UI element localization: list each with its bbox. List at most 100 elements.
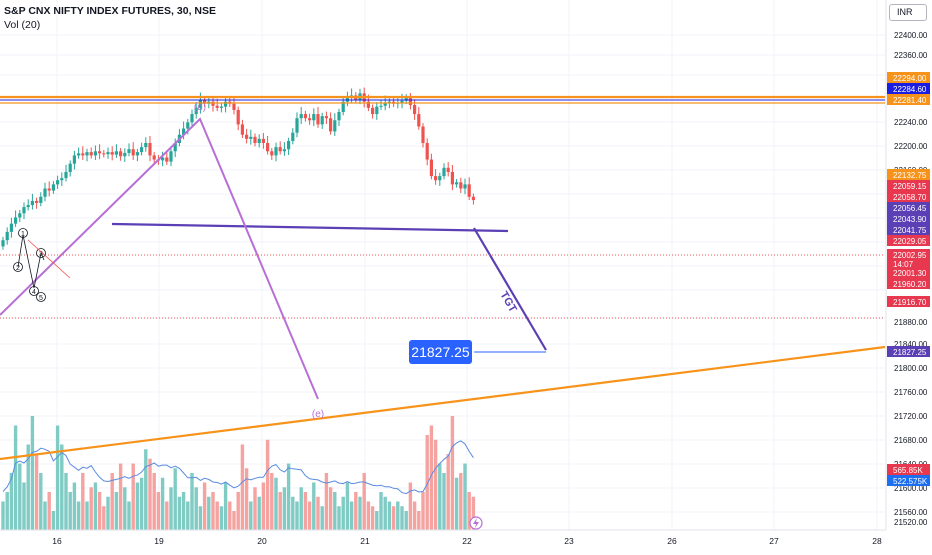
candle-body	[366, 101, 370, 108]
volume-bar	[370, 506, 375, 530]
volume-bar	[114, 492, 119, 530]
volume-bar	[81, 473, 85, 530]
candle-body	[152, 155, 156, 160]
volume-bar	[34, 454, 39, 530]
candle-body	[257, 138, 261, 144]
volume-bar	[68, 492, 72, 530]
support-trendline	[0, 345, 886, 461]
volume-bar	[43, 501, 47, 530]
small-wave-line	[17, 234, 45, 289]
volume-bar	[64, 473, 68, 530]
volume-bar	[13, 425, 18, 530]
price-axis-tick: 21760.00	[894, 388, 928, 397]
volume-bar	[190, 473, 194, 530]
price-axis-tick: 22240.00	[894, 118, 928, 127]
candle-body	[232, 103, 236, 110]
candle-body	[144, 143, 148, 148]
symbol-title: S&P CNX NIFTY INDEX FUTURES, 30, NSE	[4, 5, 216, 17]
volume-bar	[173, 468, 177, 530]
candle-body	[56, 180, 60, 185]
price-axis-label-bg	[887, 296, 930, 307]
candle-body	[312, 114, 316, 121]
candle-body	[299, 114, 303, 119]
volume-bar	[471, 496, 476, 530]
price-axis-label-bg	[887, 94, 930, 105]
volume-ma-line	[2, 440, 474, 495]
currency-button[interactable]: INR	[889, 4, 927, 21]
candle-body	[169, 151, 173, 162]
candle-body	[467, 184, 471, 197]
volume-bar	[228, 501, 232, 530]
price-axis-tick: 21720.00	[894, 412, 928, 421]
price-axis-tick: 22400.00	[894, 31, 928, 40]
volume-bar	[26, 444, 30, 530]
volume-bar	[253, 487, 257, 530]
price-axis-label: 21827.25	[893, 348, 927, 357]
candle-body	[203, 99, 207, 104]
volume-bar	[47, 492, 51, 530]
candle-body	[93, 151, 97, 156]
volume-bar	[148, 458, 152, 530]
candle-body	[1, 240, 5, 247]
candle-body	[282, 149, 286, 152]
candle-body	[455, 182, 459, 185]
candle-body	[421, 126, 425, 144]
volume-bar	[139, 477, 144, 530]
price-axis-label-bg	[887, 202, 930, 213]
volume-bar	[358, 496, 362, 530]
volume-bar	[396, 501, 400, 530]
candle-body	[14, 217, 18, 224]
candle-body	[81, 153, 85, 156]
price-axis-tick: 21880.00	[894, 318, 928, 327]
volume-bar	[85, 501, 89, 530]
candle-body	[236, 109, 240, 125]
candle-body	[131, 149, 135, 156]
price-axis-label: 22041.75	[893, 226, 927, 235]
volume-bar	[18, 463, 22, 530]
candle-body	[35, 200, 39, 203]
candle-body	[114, 151, 118, 155]
price-axis-label: 14:07	[893, 260, 914, 269]
volume-bar	[135, 482, 140, 530]
candle-body	[278, 147, 282, 152]
candle-body	[274, 147, 278, 156]
candle-body	[404, 97, 408, 101]
volume-indicator-label: Vol (20)	[4, 19, 41, 31]
candle-body	[375, 106, 379, 115]
volume-bar	[211, 492, 215, 530]
volume-bar	[207, 496, 211, 530]
candle-body	[446, 167, 450, 172]
candle-body	[329, 118, 333, 132]
candle-body	[400, 100, 404, 103]
volume-bar	[249, 501, 253, 530]
volume-bar	[467, 492, 471, 530]
volume-bar	[39, 473, 43, 530]
candle-body	[261, 138, 265, 144]
time-axis-tick: 28	[872, 536, 882, 546]
volume-bar	[131, 463, 135, 530]
candle-body	[245, 134, 249, 139]
price-axis-tick: 21520.00	[894, 518, 928, 527]
price-axis-label: 22056.45	[893, 204, 927, 213]
price-axis-label-bg	[887, 475, 930, 486]
volume-bar	[286, 463, 291, 530]
candle-body	[320, 116, 324, 125]
candle-body	[379, 105, 383, 107]
candle-body	[18, 213, 22, 218]
target-price-text: 21827.25	[411, 344, 470, 360]
candle-body	[383, 102, 387, 106]
candle-body	[194, 107, 198, 115]
volume-bar	[442, 473, 446, 530]
time-axis-tick: 23	[564, 536, 574, 546]
candle-body	[173, 143, 177, 152]
candle-body	[387, 101, 391, 103]
target-projection	[473, 227, 547, 351]
volume-bar	[118, 463, 123, 530]
candle-body	[106, 152, 110, 155]
price-axis-tick: 21680.00	[894, 436, 928, 445]
time-axis-tick: 27	[769, 536, 779, 546]
candle-body	[39, 196, 43, 203]
price-axis-label: 22284.60	[893, 85, 927, 94]
